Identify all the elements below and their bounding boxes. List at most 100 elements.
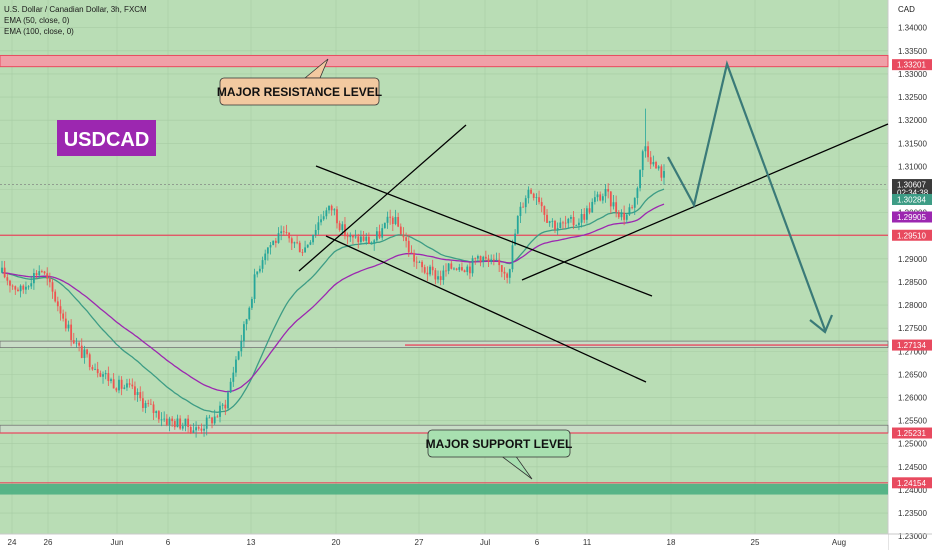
- candle-body: [479, 256, 482, 262]
- candle-body: [442, 270, 445, 281]
- price-label-box: [892, 179, 932, 198]
- candle-body: [572, 216, 575, 226]
- candle-body: [304, 247, 306, 253]
- candle-body: [256, 271, 259, 275]
- resistance-callout: MAJOR RESISTANCE LEVEL: [217, 58, 382, 106]
- time-tick-label: 27: [415, 538, 424, 547]
- time-tick-label: 6: [535, 538, 540, 547]
- candle-body: [78, 342, 81, 346]
- candle-body: [35, 273, 38, 276]
- candle-body: [288, 232, 291, 239]
- candle-body: [123, 387, 126, 389]
- candle-body: [112, 379, 115, 389]
- candle-body: [322, 216, 325, 220]
- candle-body: [511, 245, 514, 270]
- price-tick-label: 1.28500: [898, 278, 927, 287]
- candle-body: [538, 197, 540, 203]
- candle-body: [142, 398, 144, 409]
- candle-body: [532, 193, 535, 198]
- candle-body: [14, 286, 17, 290]
- candle-body: [126, 383, 128, 388]
- candle-body: [617, 212, 620, 218]
- candle-body: [495, 259, 498, 261]
- candle-body: [530, 189, 532, 194]
- candle-body: [251, 298, 253, 308]
- candle-body: [471, 258, 474, 274]
- candle-body: [354, 236, 357, 238]
- candle-body: [280, 231, 283, 234]
- candle-body: [652, 162, 655, 165]
- candle-body: [80, 345, 83, 358]
- price-tick-label: 1.26500: [898, 370, 927, 379]
- candle-body: [232, 372, 235, 382]
- candle-body: [386, 216, 389, 223]
- badge-box: [57, 120, 156, 156]
- candle-body: [229, 381, 232, 393]
- candle-body: [631, 207, 633, 209]
- candle-body: [445, 270, 447, 272]
- candle-body: [205, 417, 208, 429]
- candle-body: [554, 220, 556, 230]
- candle-body: [607, 189, 610, 192]
- candle-body: [585, 208, 588, 220]
- candle-body: [237, 351, 240, 360]
- candle-body: [285, 232, 288, 233]
- candle-body: [591, 201, 594, 213]
- candle-body: [17, 289, 19, 292]
- candle-body: [548, 221, 551, 223]
- time-axis: [0, 534, 888, 550]
- candle-body: [51, 282, 54, 292]
- candle-body: [203, 428, 205, 431]
- candle-body: [498, 259, 501, 266]
- candle-body: [272, 240, 275, 246]
- candle-body: [33, 273, 35, 284]
- candle-body: [655, 162, 657, 169]
- candle-body: [657, 166, 660, 169]
- candle-body: [144, 403, 147, 409]
- candle-body: [320, 219, 322, 223]
- candle-body: [410, 252, 413, 254]
- candle-body: [266, 247, 269, 254]
- candle-body: [341, 224, 344, 231]
- candle-body: [261, 260, 264, 269]
- price-axis[interactable]: [888, 0, 932, 550]
- candle-body: [115, 388, 118, 391]
- candle-body: [522, 206, 524, 208]
- candle-body: [221, 404, 224, 406]
- time-tick-label: 25: [751, 538, 760, 547]
- candle-body: [168, 418, 171, 425]
- price-tick-label: 1.32500: [898, 93, 927, 102]
- price-tick-label: 1.27000: [898, 347, 927, 356]
- candle-body: [625, 214, 628, 220]
- candle-body: [149, 403, 152, 405]
- candle-body: [96, 368, 99, 374]
- candle-body: [482, 256, 485, 262]
- candle-body: [492, 259, 495, 261]
- candle-body: [623, 212, 626, 220]
- candle-body: [519, 206, 522, 216]
- price-label-box: [892, 193, 932, 205]
- candle-body: [19, 285, 22, 292]
- candle-body: [67, 324, 70, 329]
- candle-body: [86, 349, 88, 355]
- candle-body: [450, 263, 453, 269]
- candle-body: [269, 245, 272, 248]
- candle-body: [110, 379, 112, 382]
- candle-body: [38, 271, 41, 276]
- candle-body: [1, 267, 3, 273]
- candle-body: [644, 146, 647, 152]
- price-label-ema50: 1.30284: [897, 195, 926, 204]
- price-label-resistance: 1.33201: [897, 61, 926, 70]
- candle-body: [641, 151, 644, 171]
- candle-body: [248, 307, 251, 320]
- candle-body: [9, 280, 11, 286]
- price-label-box: [892, 211, 932, 223]
- candle-body: [429, 266, 431, 275]
- badge-text: USDCAD: [64, 129, 150, 151]
- candle-body: [476, 256, 479, 259]
- time-tick-label: 13: [247, 538, 256, 547]
- candle-body: [173, 421, 176, 428]
- candle-body: [415, 261, 418, 263]
- candle-body: [556, 228, 559, 230]
